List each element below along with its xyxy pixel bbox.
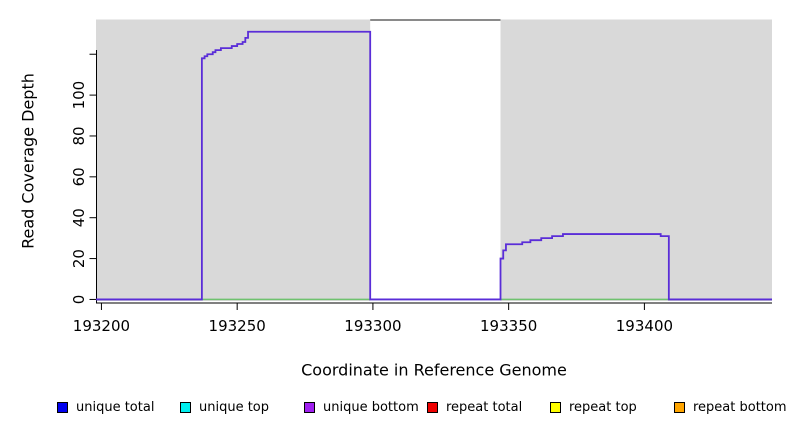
legend-swatch-icon bbox=[550, 402, 561, 413]
legend-label: unique bottom bbox=[323, 400, 419, 415]
legend-label: repeat bottom bbox=[693, 400, 787, 415]
x-tick-label: 193300 bbox=[344, 317, 401, 335]
legend-item: unique top bbox=[180, 400, 269, 415]
x-tick-label: 193200 bbox=[73, 317, 130, 335]
legend-item: repeat total bbox=[427, 400, 522, 415]
x-tick-label: 193350 bbox=[480, 317, 537, 335]
y-tick-label: 100 bbox=[70, 81, 88, 110]
legend-swatch-icon bbox=[674, 402, 685, 413]
x-tick-label: 193250 bbox=[209, 317, 266, 335]
legend-label: unique total bbox=[76, 400, 155, 415]
legend-swatch-icon bbox=[304, 402, 315, 413]
legend-swatch-icon bbox=[427, 402, 438, 413]
legend-label: unique top bbox=[199, 400, 270, 415]
legend-item: unique bottom bbox=[304, 400, 419, 415]
y-tick-label: 20 bbox=[70, 249, 88, 268]
legend-label: repeat total bbox=[446, 400, 523, 415]
aligned-region-right bbox=[500, 19, 772, 301]
legend-swatch-icon bbox=[180, 402, 191, 413]
legend-item: repeat top bbox=[550, 400, 637, 415]
y-tick-label: 80 bbox=[70, 126, 88, 145]
legend-label: repeat top bbox=[569, 400, 637, 415]
legend-item: unique total bbox=[57, 400, 154, 415]
legend-swatch-icon bbox=[57, 402, 68, 413]
y-tick-label: 40 bbox=[70, 208, 88, 227]
unique-coverage-step bbox=[96, 30, 772, 301]
y-axis-title: Read Coverage Depth bbox=[18, 73, 38, 249]
y-tick-label: 0 bbox=[70, 295, 88, 305]
legend-item: repeat bottom bbox=[674, 400, 787, 415]
y-tick-label: 60 bbox=[70, 167, 88, 186]
x-tick-label: 193400 bbox=[616, 317, 673, 335]
x-axis-title: Coordinate in Reference Genome bbox=[301, 360, 567, 380]
aligned-region-left bbox=[96, 19, 371, 301]
